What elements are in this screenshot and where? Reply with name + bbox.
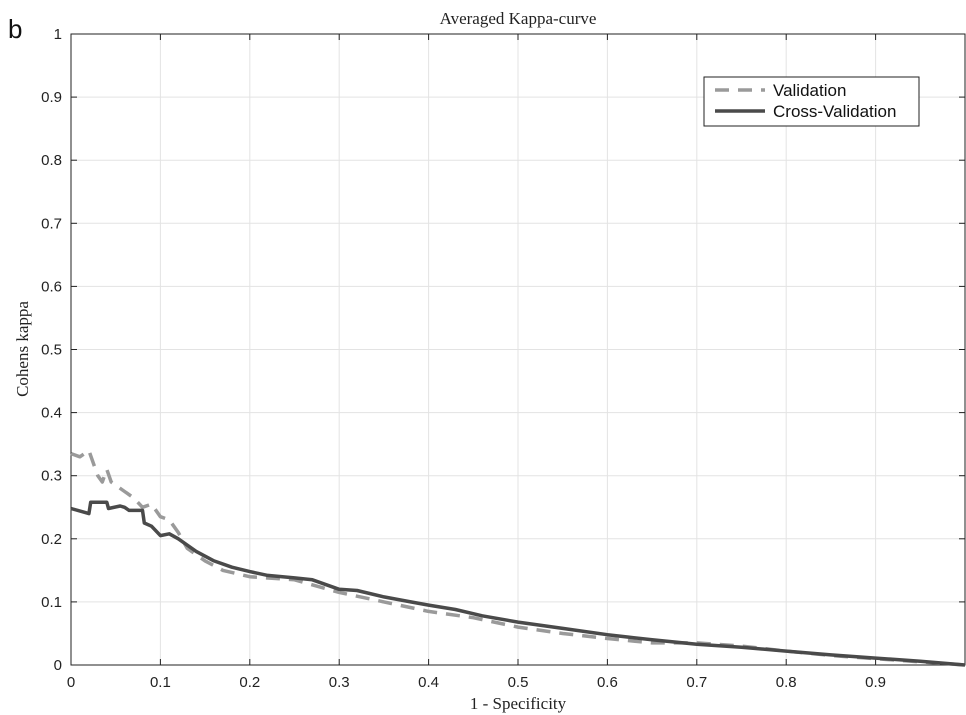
y-tick-label: 0.8 [41, 152, 62, 169]
y-tick-label: 0.1 [41, 594, 62, 611]
y-tick-label: 0.2 [41, 531, 62, 548]
y-tick-label: 0.9 [41, 89, 62, 106]
legend-label-cross-validation: Cross-Validation [773, 102, 896, 121]
series-line-cross-validation [70, 500, 966, 667]
legend: Validation Cross-Validation [703, 76, 920, 127]
y-tick-label: 0.6 [41, 278, 62, 295]
grid [71, 34, 965, 665]
legend-box [703, 76, 920, 127]
x-tick-label: 0.2 [239, 674, 260, 691]
y-axis-title: Cohens kappa [13, 301, 32, 397]
y-tick-label: 0 [54, 657, 62, 674]
y-tick-label: 0.3 [41, 468, 62, 485]
x-tick-label: 0 [67, 674, 75, 691]
series-group [70, 448, 966, 667]
x-tick-label: 0.9 [865, 674, 886, 691]
x-tick-label: 0.7 [686, 674, 707, 691]
x-tick-label: 0.8 [776, 674, 797, 691]
y-tick-label: 0.7 [41, 215, 62, 232]
ticks: 0 0.1 0.2 0.3 0.4 0.5 0.6 0.7 0.8 0.9 0 0.1 0.2 0.3 0.… [41, 26, 965, 691]
x-tick-label: 0.6 [597, 674, 618, 691]
x-tick-label: 0.1 [150, 674, 171, 691]
panel-letter: b [8, 14, 23, 44]
y-tick-label: 0.5 [41, 342, 62, 359]
y-tick-label: 0.4 [41, 405, 62, 422]
legend-label-validation: Validation [773, 81, 846, 100]
x-tick-label: 0.3 [329, 674, 350, 691]
x-axis-title: 1 - Specificity [470, 694, 567, 713]
x-tick-label: 0.4 [418, 674, 439, 691]
x-tick-label: 0.5 [508, 674, 529, 691]
chart-title: Averaged Kappa-curve [440, 9, 597, 28]
y-tick-label: 1 [54, 26, 62, 43]
